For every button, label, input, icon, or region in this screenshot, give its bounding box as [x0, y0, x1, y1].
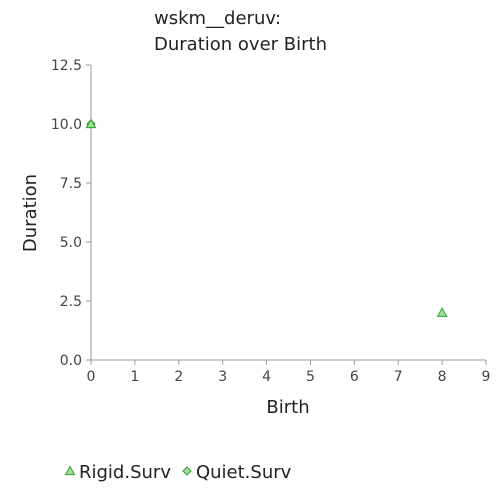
y-axis-label: Duration [20, 174, 41, 252]
y-tick-label: 5.0 [60, 235, 82, 251]
legend-marker-diamond [182, 466, 192, 476]
x-tick-label: 6 [350, 369, 359, 385]
legend-marker-triangle [64, 465, 76, 476]
x-tick-label: 2 [174, 369, 183, 385]
x-tick-label: 4 [262, 369, 271, 385]
x-tick-label: 9 [482, 369, 491, 385]
legend-label: Quiet.Surv [196, 462, 292, 483]
x-tick-label: 5 [306, 369, 315, 385]
chart-title-line-1: wskm__deruv: [154, 8, 281, 29]
legend-label: Rigid.Surv [79, 462, 171, 483]
x-tick-label: 1 [130, 369, 139, 385]
y-tick-label: 10.0 [51, 117, 82, 133]
y-tick-label: 12.5 [51, 58, 82, 74]
point-rigid-surv [85, 118, 97, 129]
point-rigid-surv [436, 307, 448, 317]
chart-title-line-2: Duration over Birth [154, 34, 327, 55]
x-tick-label: 0 [87, 369, 96, 385]
x-tick-label: 7 [394, 369, 403, 385]
legend: Rigid.Surv Quiet.Surv [64, 462, 292, 483]
y-tick-label: 7.5 [60, 176, 82, 192]
x-tick-label: 8 [438, 369, 447, 385]
x-axis-label: Birth [266, 397, 309, 418]
y-tick-label: 2.5 [60, 294, 82, 310]
y-tick-label: 0.0 [60, 353, 82, 369]
data-points [85, 118, 448, 317]
axes: 0 1 2 3 4 5 6 7 8 9 0.0 2.5 5.0 7.5 10.0 12.5 [51, 58, 491, 385]
x-tick-label: 3 [218, 369, 227, 385]
